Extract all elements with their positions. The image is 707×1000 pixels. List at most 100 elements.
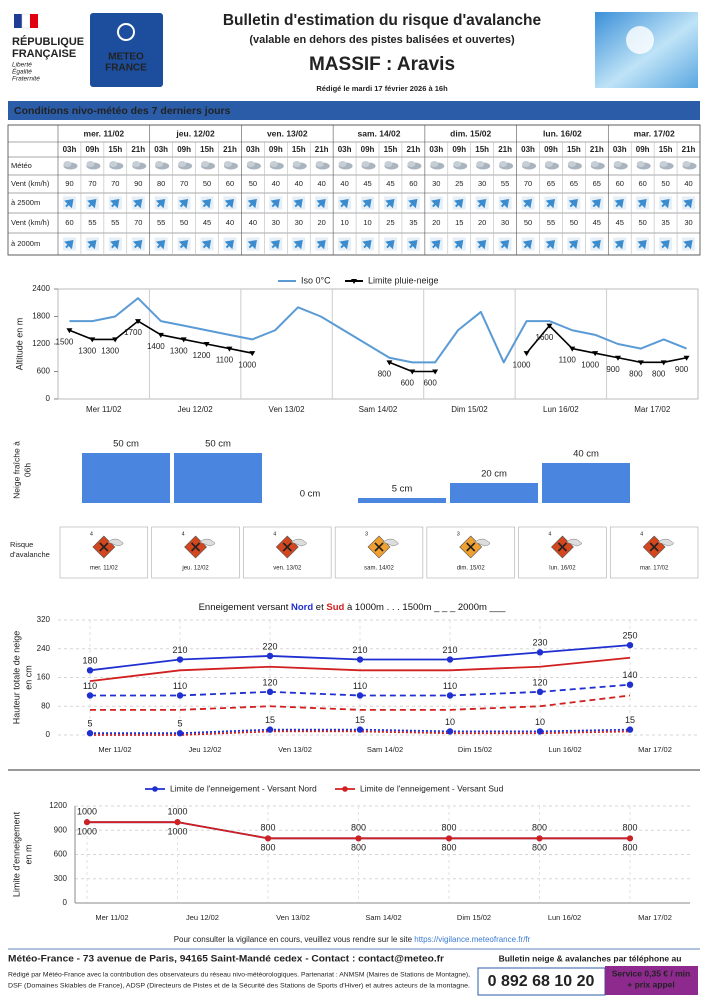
data-label: 1100 bbox=[216, 356, 234, 365]
wind-speed: 40 bbox=[249, 218, 257, 227]
arrow bbox=[133, 198, 143, 209]
vigilance-text: Pour consulter la vigilance en cours, ve… bbox=[174, 935, 415, 944]
weather-icon bbox=[476, 161, 491, 170]
data-label: 1400 bbox=[147, 342, 165, 351]
cloud bbox=[246, 161, 255, 167]
data-label: 1300 bbox=[78, 347, 96, 356]
cloud bbox=[155, 161, 164, 167]
cloud bbox=[109, 161, 118, 167]
cloud bbox=[590, 161, 599, 167]
hour-label: 21h bbox=[590, 145, 604, 154]
hour-label: 21h bbox=[131, 145, 145, 154]
y-tick-label: 320 bbox=[37, 615, 51, 624]
wind-speed: 30 bbox=[684, 218, 692, 227]
wind-speed: 70 bbox=[88, 179, 96, 188]
data-label: 110 bbox=[173, 681, 187, 691]
wind-speed: 65 bbox=[593, 179, 601, 188]
series-line bbox=[89, 656, 631, 682]
row-label: Météo bbox=[11, 161, 32, 170]
data-label: 800 bbox=[351, 843, 366, 853]
risk-day: ven. 13/02 bbox=[273, 566, 302, 572]
data-label: 1000 bbox=[238, 360, 256, 369]
arrow bbox=[270, 198, 280, 209]
data-label: 800 bbox=[629, 369, 643, 378]
wind-arrow bbox=[246, 196, 260, 210]
point-marker bbox=[536, 649, 544, 656]
wind-speed: 10 bbox=[340, 218, 348, 227]
wind-speed: 80 bbox=[157, 179, 165, 188]
y-tick-label: 600 bbox=[54, 850, 68, 859]
wind-speed: 70 bbox=[180, 179, 188, 188]
risk-glyph bbox=[557, 542, 567, 552]
day-header: sam. 14/02 bbox=[357, 128, 400, 138]
hour-label: 03h bbox=[521, 145, 535, 154]
republic-name: FRANÇAISE bbox=[12, 48, 76, 60]
service-text: Service 0,35 € / min bbox=[612, 968, 690, 978]
data-label: 1000 bbox=[167, 827, 187, 837]
logo-emblem bbox=[117, 23, 135, 41]
x-tick-label: Ven 13/02 bbox=[278, 745, 312, 754]
wind-speed: 40 bbox=[272, 179, 280, 188]
wind-arrow bbox=[62, 237, 76, 251]
wind-arrow bbox=[521, 237, 535, 251]
wind-speed: 40 bbox=[318, 179, 326, 188]
y-tick-label: 1800 bbox=[32, 312, 50, 321]
point-marker bbox=[536, 688, 544, 696]
y-tick-label: 2400 bbox=[32, 284, 50, 293]
day-header: mer. 11/02 bbox=[84, 128, 125, 138]
cloud bbox=[544, 161, 553, 167]
wind-arrow bbox=[475, 196, 489, 210]
arrow bbox=[201, 198, 212, 209]
wind-speed: 65 bbox=[547, 179, 555, 188]
weather-icon bbox=[132, 161, 147, 170]
wind-speed: 60 bbox=[226, 179, 234, 188]
risk-mountain bbox=[657, 538, 674, 547]
wind-arrow bbox=[269, 237, 283, 251]
data-label: 210 bbox=[352, 645, 367, 655]
row-label: Vent (km/h) bbox=[11, 218, 50, 227]
arrow bbox=[499, 239, 510, 250]
hour-label: 15h bbox=[292, 145, 306, 154]
y-tick-label: 300 bbox=[54, 874, 68, 883]
arrow bbox=[224, 239, 235, 250]
wind-arrow bbox=[223, 196, 237, 210]
wind-speed: 70 bbox=[134, 218, 142, 227]
weather-icon bbox=[86, 161, 101, 170]
hour-label: 15h bbox=[108, 145, 122, 154]
data-label: 40 cm bbox=[573, 449, 599, 460]
x-tick-label: Mar 17/02 bbox=[638, 745, 672, 754]
data-label: 800 bbox=[378, 369, 392, 378]
hour-label: 15h bbox=[200, 145, 214, 154]
wind-speed: 35 bbox=[661, 218, 669, 227]
weather-icon bbox=[590, 161, 605, 170]
data-label: 140 bbox=[622, 670, 637, 680]
hour-label: 09h bbox=[85, 145, 99, 154]
day-header: ven. 13/02 bbox=[267, 128, 308, 138]
arrow bbox=[201, 239, 212, 250]
cloud bbox=[201, 161, 210, 167]
wind-arrow bbox=[544, 237, 558, 251]
point-marker bbox=[356, 656, 364, 663]
point-marker bbox=[176, 656, 184, 663]
wind-arrow bbox=[613, 237, 627, 251]
arrow bbox=[362, 198, 372, 209]
wind-speed: 50 bbox=[639, 218, 647, 227]
wind-arrow bbox=[544, 196, 558, 210]
x-tick-label: Mar 17/02 bbox=[634, 405, 671, 414]
x-tick-label: Sam 14/02 bbox=[359, 405, 398, 414]
cloud bbox=[453, 161, 462, 167]
day-header: mar. 17/02 bbox=[634, 128, 675, 138]
cloud bbox=[361, 161, 370, 167]
wind-arrow bbox=[682, 196, 696, 210]
data-label: 110 bbox=[353, 681, 367, 691]
point-marker bbox=[86, 730, 94, 737]
cloud bbox=[132, 161, 141, 167]
y-tick-label: 1200 bbox=[32, 339, 50, 348]
data-label: 210 bbox=[172, 645, 187, 655]
cloud bbox=[682, 161, 691, 167]
wind-arrow bbox=[361, 196, 375, 210]
point-marker bbox=[226, 346, 233, 352]
point-marker bbox=[660, 360, 667, 366]
cloud bbox=[522, 161, 531, 167]
hour-label: 09h bbox=[177, 145, 191, 154]
